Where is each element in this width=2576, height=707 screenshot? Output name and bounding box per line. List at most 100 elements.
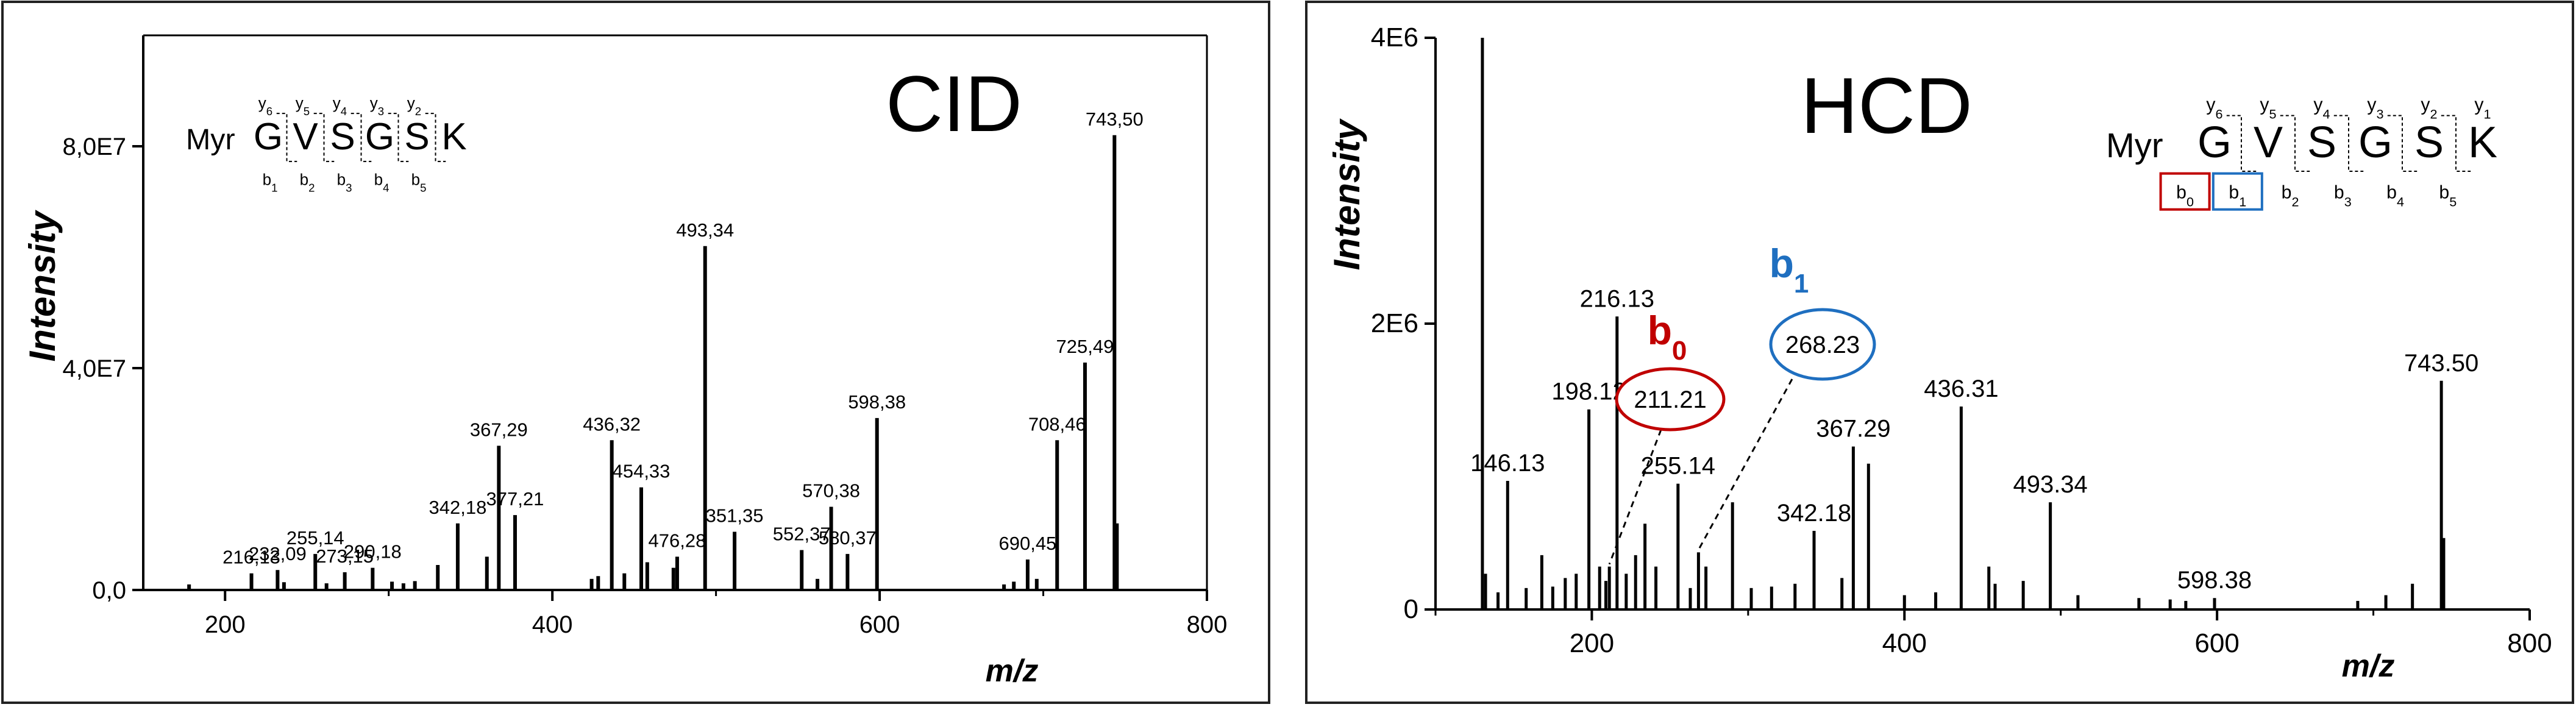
hcd-annotation-ion-label: b1 bbox=[1770, 241, 1809, 299]
cid-seq-cleavage bbox=[388, 113, 409, 162]
cid-peak-label: 216,13 bbox=[222, 547, 280, 568]
cid-peak-label: 580,37 bbox=[819, 527, 877, 549]
cid-peak-label: 232,09 bbox=[249, 543, 307, 564]
hcd-peak-label: 198.12 bbox=[1551, 378, 1626, 405]
cid-seq-residue: K bbox=[441, 116, 466, 158]
cid-axes: 200 400 600 800 0,0 4,0E7 8,0E7 bbox=[62, 34, 1228, 638]
cid-x-tick-label: 800 bbox=[1187, 611, 1228, 638]
hcd-x-axis-label: m/z bbox=[2342, 648, 2395, 684]
cid-y-tick-label: 0,0 bbox=[92, 577, 126, 604]
hcd-b-ion-box bbox=[2159, 172, 2211, 211]
hcd-peak-label: 216.13 bbox=[1580, 285, 1654, 312]
cid-y-tick-label: 4,0E7 bbox=[62, 355, 126, 382]
cid-x-tick-label: 600 bbox=[859, 611, 900, 638]
cid-seq-cleavage bbox=[276, 113, 297, 162]
hcd-peak-label: 146.13 bbox=[1470, 450, 1545, 477]
hcd-y-axis-label: Intensity bbox=[1326, 118, 1367, 270]
hcd-y-tick-label: 2E6 bbox=[1371, 308, 1418, 338]
cid-x-tick-label: 400 bbox=[532, 611, 573, 638]
hcd-b-ion-label: b2 bbox=[2282, 183, 2299, 210]
cid-seq-cleavage bbox=[313, 113, 335, 162]
cid-b-ion-label: b2 bbox=[300, 170, 315, 194]
hcd-seq-residue: S bbox=[2307, 118, 2336, 167]
hcd-annotation-leader bbox=[1608, 429, 1662, 565]
hcd-y-ion-label: y6 bbox=[2206, 95, 2222, 122]
cid-seq-residue: G bbox=[254, 116, 283, 158]
cid-peak-label: 708,46 bbox=[1028, 413, 1086, 435]
cid-peak-label: 743,50 bbox=[1086, 108, 1144, 130]
cid-peak-label: 690,45 bbox=[998, 533, 1056, 554]
hcd-peak-label: 743.50 bbox=[2404, 350, 2478, 377]
hcd-seq-residue: G bbox=[2197, 118, 2232, 167]
cid-b-ion-label: b3 bbox=[337, 170, 352, 194]
cid-peak-label: 436,32 bbox=[583, 413, 641, 435]
cid-peak-label: 725,49 bbox=[1056, 336, 1114, 357]
hcd-y-ion-label: y4 bbox=[2313, 95, 2330, 122]
hcd-seq-cleavage bbox=[2387, 115, 2418, 172]
cid-b-ion-label: b5 bbox=[411, 170, 427, 194]
cid-y-ion-label: y2 bbox=[407, 94, 421, 118]
cid-peak-label: 598,38 bbox=[848, 391, 906, 413]
hcd-y-ion-label: y5 bbox=[2260, 95, 2276, 122]
hcd-peak-label: 436.31 bbox=[1924, 375, 1998, 402]
cid-peaks bbox=[187, 135, 1119, 590]
cid-y-ion-label: y6 bbox=[258, 94, 272, 118]
cid-peak-label: 290,18 bbox=[344, 541, 402, 563]
hcd-ion-annotations: 211.21 b0 268.23 b1 bbox=[1608, 241, 1876, 565]
hcd-x-tick-label: 600 bbox=[2194, 628, 2239, 658]
hcd-y-ion-label: y3 bbox=[2367, 95, 2383, 122]
cid-peak-label: 255,14 bbox=[286, 527, 344, 549]
hcd-b-ion-label: b5 bbox=[2439, 183, 2457, 210]
cid-x-tick-label: 200 bbox=[205, 611, 246, 638]
hcd-seq-residue: G bbox=[2358, 118, 2393, 167]
cid-peak-label: 273,15 bbox=[316, 545, 374, 567]
cid-panel: 200 400 600 800 0,0 4,0E7 8,0E7 216,13232,0925… bbox=[1, 1, 1270, 704]
cid-seq-cleavage bbox=[425, 113, 446, 162]
hcd-y-tick-label: 0 bbox=[1404, 594, 1418, 624]
hcd-annotation-value: 268.23 bbox=[1785, 332, 1860, 358]
cid-peak-label: 454,33 bbox=[613, 461, 671, 482]
cid-chart-title: CID bbox=[886, 59, 1022, 148]
hcd-b-ion-box bbox=[2211, 172, 2263, 211]
cid-peak-label: 377,21 bbox=[486, 488, 544, 510]
hcd-y-tick-label: 4E6 bbox=[1371, 23, 1418, 52]
hcd-x-tick-label: 800 bbox=[2507, 628, 2552, 658]
hcd-seq-cleavage bbox=[2441, 115, 2471, 172]
hcd-peak-label: 255.14 bbox=[1641, 453, 1715, 480]
hcd-annotation-ellipse bbox=[1615, 367, 1726, 432]
cid-peak-label: 493,34 bbox=[676, 219, 734, 241]
hcd-seq-cleavage bbox=[2226, 115, 2257, 172]
cid-seq-residue: V bbox=[293, 116, 318, 158]
cid-seq-residue: S bbox=[404, 116, 429, 158]
hcd-peaks bbox=[1481, 38, 2446, 609]
hcd-seq-cleavage bbox=[2333, 115, 2364, 172]
hcd-annotation-ion-label: b0 bbox=[1648, 308, 1687, 366]
hcd-b-ion-label: b3 bbox=[2334, 183, 2352, 210]
hcd-seq-residue: V bbox=[2254, 118, 2283, 167]
hcd-annotation-ellipse bbox=[1769, 308, 1876, 381]
hcd-x-tick-label: 200 bbox=[1570, 628, 1614, 658]
cid-peak-label: 342,18 bbox=[429, 497, 487, 518]
hcd-panel: 200 400 600 800 0 2E6 4E6 146.13 198.12 216.13 25… bbox=[1305, 1, 2574, 704]
cid-seq-residue: S bbox=[330, 116, 355, 158]
hcd-annotation-value: 211.21 bbox=[1634, 386, 1706, 413]
cid-y-ion-label: y5 bbox=[296, 94, 310, 118]
hcd-b-ion-label: b1 bbox=[2229, 183, 2246, 210]
cid-seq-residue: G bbox=[365, 116, 394, 158]
cid-y-axis-label: Intensity bbox=[22, 210, 63, 361]
cid-y-ion-label: y4 bbox=[333, 94, 347, 118]
cid-peak-label: 570,38 bbox=[802, 480, 860, 502]
hcd-chart-title: HCD bbox=[1801, 61, 1973, 150]
hcd-peak-label: 598.38 bbox=[2177, 567, 2252, 594]
hcd-seq-residue: K bbox=[2468, 118, 2497, 167]
hcd-peak-labels: 146.13 198.12 216.13 255.14 342.18 367.29 436.… bbox=[1470, 285, 2478, 594]
hcd-peak-label: 493.34 bbox=[2013, 471, 2087, 498]
hcd-b-ion-label: b0 bbox=[2176, 183, 2194, 210]
cid-peak-label: 476,28 bbox=[649, 530, 706, 551]
hcd-y-ion-label: y1 bbox=[2474, 95, 2491, 122]
hcd-y-ion-label: y2 bbox=[2421, 95, 2437, 122]
